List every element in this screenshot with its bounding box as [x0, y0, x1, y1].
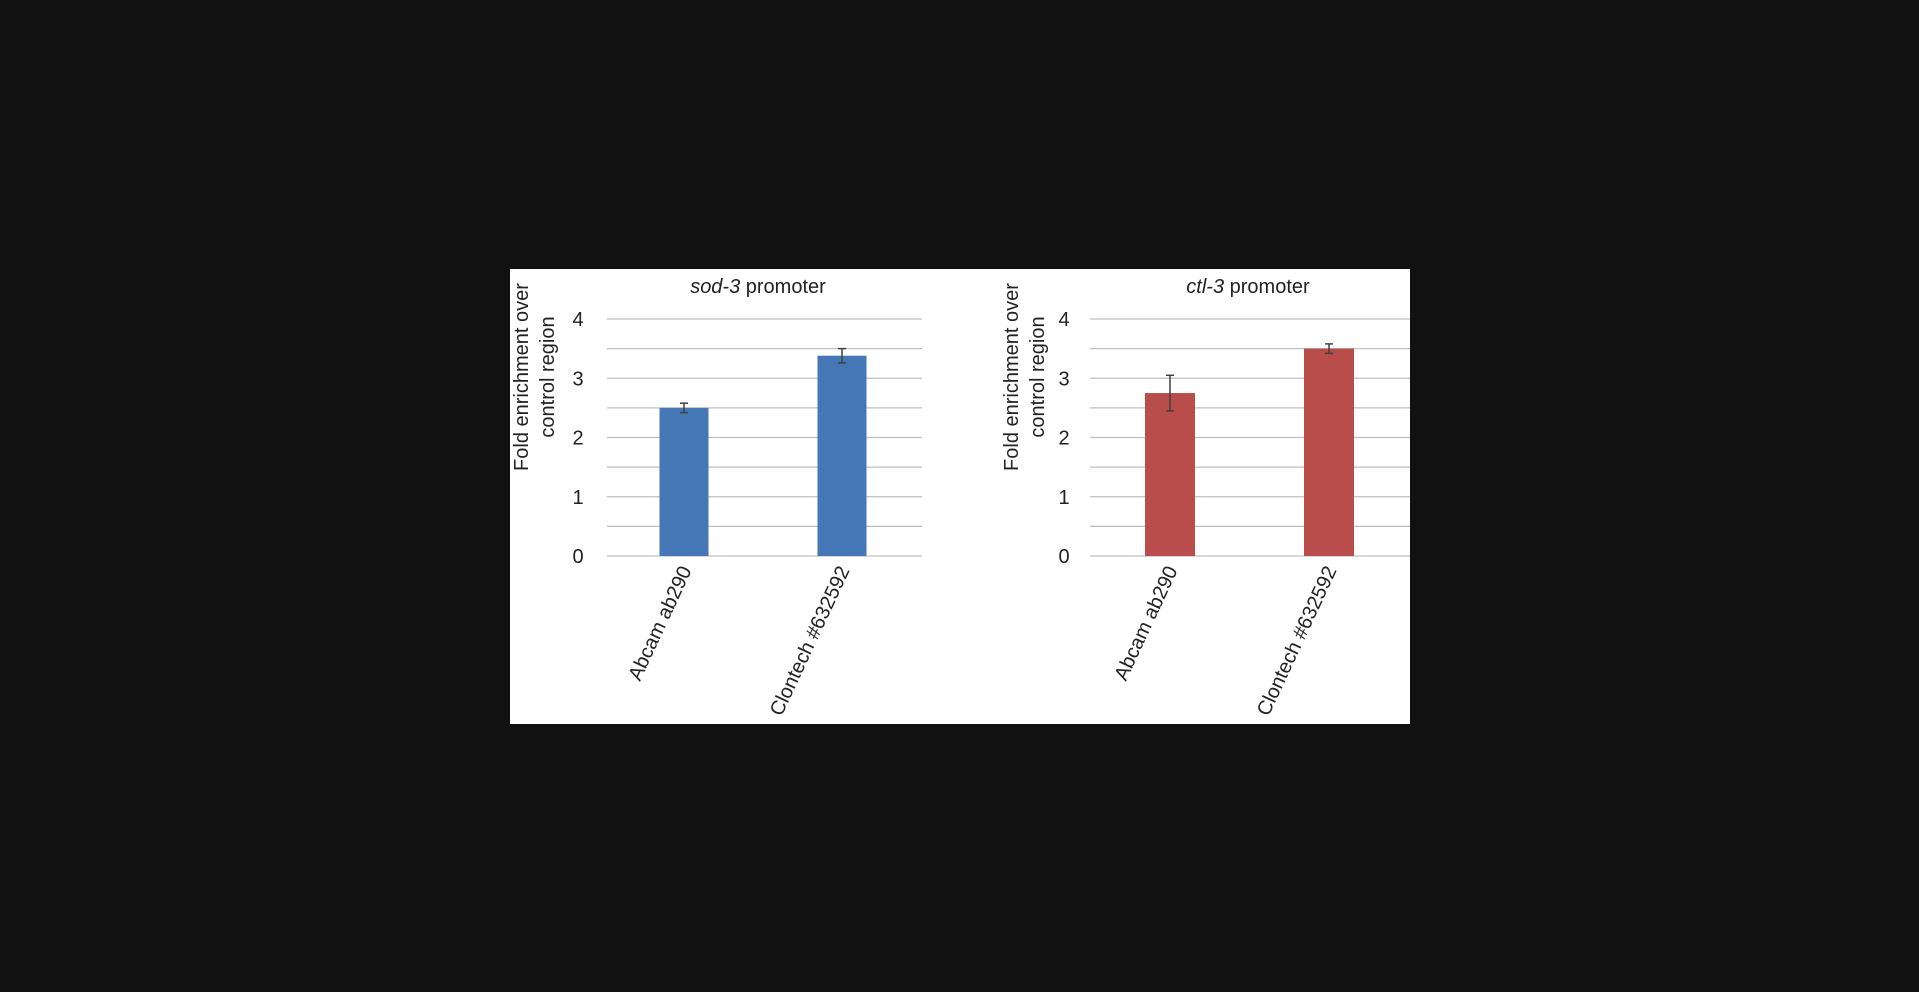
- error-bar: [680, 402, 688, 414]
- y-tick-label: 4: [572, 309, 583, 331]
- y-tick-label: 0: [572, 546, 583, 568]
- y-tick-label: 1: [572, 487, 583, 509]
- y-axis-label: Fold enrichment over control region: [511, 283, 559, 471]
- y-tick-label: 3: [1058, 368, 1069, 390]
- error-bar: [1325, 343, 1333, 355]
- plot-area: 0 1 2 3 4 Abcam ab290 Clontech #632592: [572, 309, 922, 719]
- chart-sod3: sod-3 promoter Fold enrichment over cont…: [511, 276, 922, 719]
- y-tick-label: 2: [1058, 428, 1069, 450]
- x-category-label: Abcam ab290: [1110, 563, 1182, 684]
- bar: [1145, 393, 1195, 556]
- error-bar: [1166, 374, 1174, 412]
- y-axis-label-line2: control region: [537, 316, 559, 437]
- chart-title: sod-3 promoter: [690, 276, 826, 298]
- x-category-label: Clontech #632592: [766, 563, 855, 719]
- y-tick-label: 3: [572, 368, 583, 390]
- chart-title: ctl-3 promoter: [1186, 276, 1310, 298]
- error-bar: [838, 347, 846, 364]
- y-axis-label-line1: Fold enrichment over: [511, 283, 533, 471]
- y-axis-label-line2: control region: [1027, 316, 1049, 437]
- y-axis-label-line1: Fold enrichment over: [1001, 283, 1023, 471]
- bar: [817, 355, 867, 556]
- figure-svg: sod-3 promoter Fold enrichment over cont…: [511, 276, 1410, 719]
- x-category-label: Clontech #632592: [1253, 563, 1342, 719]
- plot-area: 0 1 2 3 4 Abcam ab290 Clontech #632592: [1058, 309, 1410, 719]
- x-category-label: Abcam ab290: [624, 563, 696, 684]
- y-axis-label: Fold enrichment over control region: [1001, 283, 1049, 471]
- bar: [1304, 348, 1354, 556]
- chart-ctl3: ctl-3 promoter Fold enrichment over cont…: [1001, 276, 1410, 719]
- y-tick-label: 1: [1058, 487, 1069, 509]
- figure-panel: sod-3 promoter Fold enrichment over cont…: [510, 269, 1410, 724]
- bar: [659, 407, 709, 556]
- y-tick-label: 2: [572, 428, 583, 450]
- y-tick-label: 0: [1058, 546, 1069, 568]
- y-tick-label: 4: [1058, 309, 1069, 331]
